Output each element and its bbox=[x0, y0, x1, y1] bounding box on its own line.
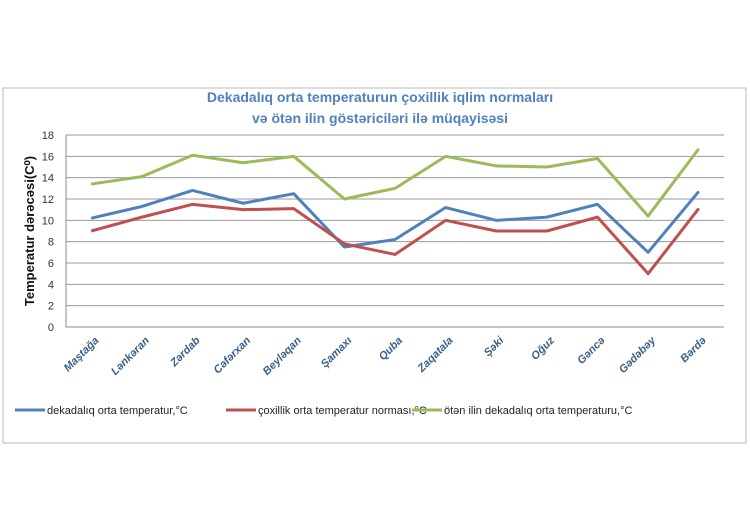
data-point bbox=[141, 205, 143, 207]
data-point bbox=[293, 155, 295, 157]
data-point bbox=[343, 246, 345, 248]
data-point bbox=[495, 219, 497, 221]
data-point bbox=[445, 207, 447, 209]
data-point bbox=[242, 202, 244, 204]
data-point bbox=[698, 148, 700, 150]
data-point bbox=[343, 198, 345, 200]
data-point bbox=[90, 183, 92, 185]
data-point bbox=[495, 165, 497, 167]
data-point bbox=[192, 203, 194, 205]
data-point bbox=[192, 189, 194, 191]
data-point bbox=[394, 187, 396, 189]
y-axis-label: Temperatur dərəcəsi(C⁰) bbox=[22, 156, 37, 306]
y-tick-label: 4 bbox=[48, 279, 54, 291]
y-tick-label: 0 bbox=[48, 322, 54, 334]
y-tick-label: 2 bbox=[48, 301, 54, 313]
data-point bbox=[192, 154, 194, 156]
legend-label: çoxillik orta temperatur norması,°C bbox=[258, 405, 427, 417]
data-point bbox=[546, 166, 548, 168]
data-point bbox=[242, 162, 244, 164]
data-point bbox=[141, 176, 143, 178]
data-point bbox=[698, 208, 700, 210]
y-tick-label: 8 bbox=[48, 237, 54, 249]
y-tick-label: 14 bbox=[42, 173, 54, 185]
data-point bbox=[647, 251, 649, 253]
data-point bbox=[293, 193, 295, 195]
data-point bbox=[495, 230, 497, 232]
data-point bbox=[343, 243, 345, 245]
data-point bbox=[596, 203, 598, 205]
data-point bbox=[596, 157, 598, 159]
data-point bbox=[647, 273, 649, 275]
data-point bbox=[90, 217, 92, 219]
data-point bbox=[596, 216, 598, 218]
legend-label: dekadalıq orta temperatur,°C bbox=[47, 405, 188, 417]
data-point bbox=[445, 219, 447, 221]
data-point bbox=[698, 191, 700, 193]
y-tick-label: 6 bbox=[48, 258, 54, 270]
chart-frame bbox=[2, 87, 747, 444]
data-point bbox=[90, 230, 92, 232]
legend-label: ötən ilin dekadalıq orta temperaturu,°C bbox=[444, 405, 633, 417]
data-point bbox=[242, 209, 244, 211]
data-point bbox=[394, 253, 396, 255]
chart-subtitle: və ötən ilin göstəriciləri ilə müqayisəs… bbox=[252, 110, 508, 126]
data-point bbox=[647, 215, 649, 217]
data-point bbox=[394, 239, 396, 241]
chart-title: Dekadalıq orta temperaturun çoxillik iql… bbox=[207, 89, 553, 105]
y-tick-label: 10 bbox=[42, 215, 54, 227]
data-point bbox=[546, 216, 548, 218]
y-tick-label: 18 bbox=[42, 130, 54, 142]
data-point bbox=[445, 155, 447, 157]
y-tick-label: 16 bbox=[42, 151, 54, 163]
data-point bbox=[141, 216, 143, 218]
data-point bbox=[546, 230, 548, 232]
y-tick-label: 12 bbox=[42, 194, 54, 206]
data-point bbox=[293, 208, 295, 210]
